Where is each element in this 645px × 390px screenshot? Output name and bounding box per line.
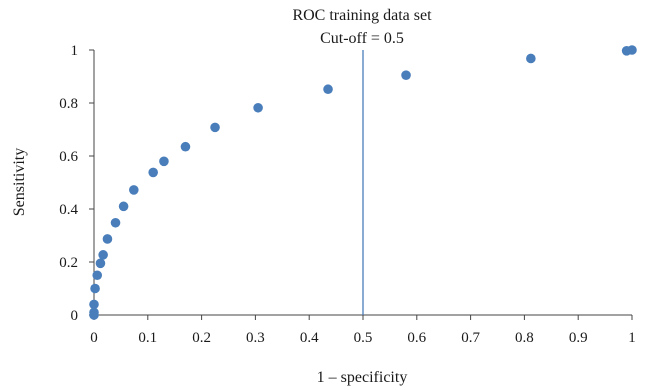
axes xyxy=(89,49,633,320)
data-point xyxy=(89,307,99,318)
y-tick-label: 0.8 xyxy=(59,96,78,112)
data-point xyxy=(98,250,108,260)
data-point xyxy=(92,270,103,281)
x-tick-label: 0.2 xyxy=(192,330,211,346)
data-point xyxy=(110,217,121,228)
data-point xyxy=(95,258,106,269)
data-point xyxy=(129,185,139,195)
data-point xyxy=(526,53,536,64)
x-tick-label: 0.7 xyxy=(461,330,480,346)
y-axis-label: Sensitivity xyxy=(11,148,28,216)
x-tick-label: 0 xyxy=(90,330,98,346)
y-tick-label: 0.6 xyxy=(59,149,78,165)
data-point xyxy=(159,156,169,167)
data-points xyxy=(89,45,637,320)
y-tick-label: 1 xyxy=(71,43,79,59)
y-tick-label: 0.4 xyxy=(59,202,78,218)
data-point xyxy=(118,201,129,212)
x-axis-label: 1 – specificity xyxy=(317,369,408,386)
x-tick-label: 0.9 xyxy=(569,330,588,346)
x-tick-label: 0.4 xyxy=(300,330,319,346)
x-tick-label: 0.6 xyxy=(407,330,426,346)
x-tick-label: 0.5 xyxy=(354,330,373,346)
x-tick-label: 0.8 xyxy=(515,330,534,346)
x-tick-label: 0.3 xyxy=(246,330,265,346)
data-point xyxy=(401,70,411,80)
y-tick-label: 0 xyxy=(71,308,79,324)
data-point xyxy=(180,141,191,152)
chart-title: ROC training data set xyxy=(292,7,432,24)
data-point xyxy=(210,122,220,133)
y-tick-label: 0.2 xyxy=(59,255,78,271)
chart-subtitle: Cut-off = 0.5 xyxy=(320,30,404,47)
data-point xyxy=(90,283,100,294)
data-point xyxy=(323,84,333,95)
x-tick-label: 1 xyxy=(628,330,636,346)
data-point xyxy=(89,299,99,310)
x-tick-label: 0.1 xyxy=(138,330,157,346)
data-point xyxy=(627,45,637,55)
data-point xyxy=(102,234,113,244)
data-point xyxy=(253,102,263,113)
data-point xyxy=(148,167,158,178)
tick-labels: 0 0.1 0.2 0.3 0.4 0.5 0.6 0.7 0.8 0.9 1 0 0.2 0.4 0.6 0… xyxy=(59,43,636,346)
